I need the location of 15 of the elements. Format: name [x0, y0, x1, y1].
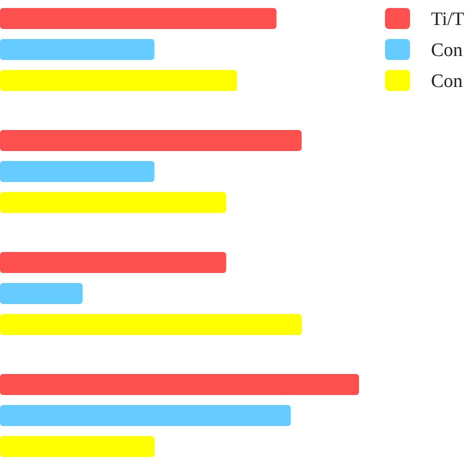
- bar: [0, 192, 226, 213]
- bar: [0, 130, 302, 151]
- bar: [0, 161, 154, 182]
- bar: [0, 436, 154, 457]
- bar: [0, 405, 291, 426]
- legend-label: Ti/T: [431, 9, 464, 30]
- bar: [0, 70, 237, 91]
- bar: [0, 8, 276, 29]
- bar: [0, 374, 359, 395]
- bar: [0, 39, 154, 60]
- legend-label: Con: [431, 71, 464, 92]
- bar: [0, 314, 302, 335]
- bar: [0, 283, 83, 304]
- bar: [0, 252, 226, 273]
- legend-label: Con: [431, 40, 464, 61]
